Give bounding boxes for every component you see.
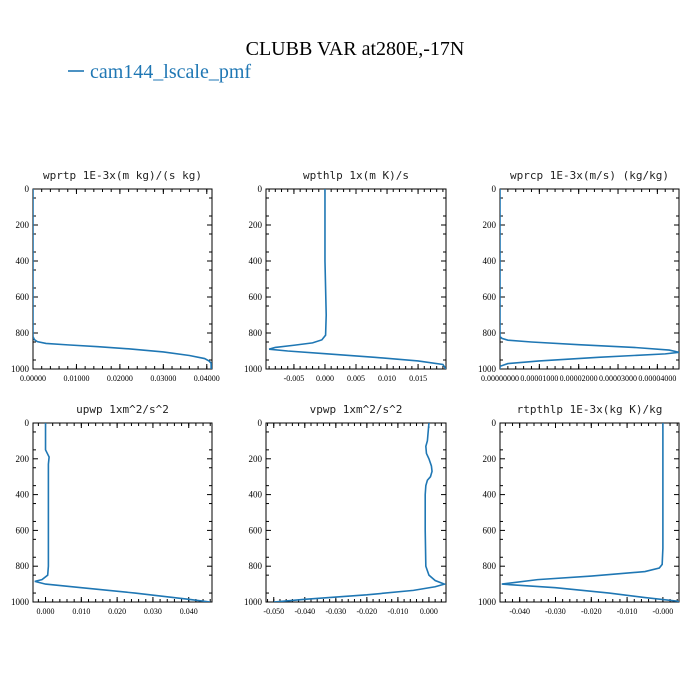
x-tick-label: 0.02000 (107, 374, 133, 383)
figure-title: CLUBB VAR at280E,-17N (246, 38, 465, 60)
panel-title: wprtp 1E-3x(m kg)/(s kg) (43, 169, 202, 182)
series-line (33, 189, 212, 369)
y-tick-label: 800 (249, 561, 263, 571)
y-tick-label: 600 (483, 525, 497, 535)
x-tick-label: -0.030 (325, 607, 346, 616)
y-tick-label: 1000 (11, 364, 30, 374)
x-tick-label: 0.00003000 (599, 374, 637, 383)
y-tick-label: 800 (483, 561, 497, 571)
y-tick-label: 0 (258, 418, 263, 428)
panel-1: wprtp 1E-3x(m kg)/(s kg) 0 200 400 600 800 100… (11, 169, 220, 383)
x-tick-label: 0.00000000 (481, 374, 519, 383)
x-tick-label: 0.00000 (20, 374, 46, 383)
y-tick-label: 800 (249, 328, 263, 338)
panel-3: wprcp 1E-3x(m/s) (kg/kg) 0 200 400 600 800 100… (478, 169, 680, 383)
panel-title: rtpthlp 1E-3x(kg K)/kg (517, 403, 663, 416)
x-tick-label: 0.03000 (150, 374, 176, 383)
x-tick-label: -0.010 (388, 607, 409, 616)
panel-title: upwp 1xm^2/s^2 (76, 403, 169, 416)
y-tick-label: 200 (483, 454, 497, 464)
x-tick-label: -0.020 (357, 607, 378, 616)
x-tick-label: -0.000 (653, 607, 674, 616)
x-tick-label: 0.00004000 (638, 374, 676, 383)
x-tick-label: 0.015 (409, 374, 427, 383)
x-tick-label: 0.030 (144, 607, 162, 616)
x-tick-label: 0.040 (180, 607, 198, 616)
x-tick-label: 0.010 (72, 607, 90, 616)
series-line (273, 423, 446, 602)
y-tick-label: 800 (16, 561, 30, 571)
panel-frame (32, 188, 213, 370)
x-tick-label: 0.01000 (63, 374, 89, 383)
panel-frame (499, 422, 680, 603)
y-tick-label: 200 (249, 220, 263, 230)
panel-frame (265, 422, 447, 603)
y-tick-label: 200 (16, 220, 30, 230)
y-tick-label: 800 (483, 328, 497, 338)
y-tick-label: 400 (483, 490, 497, 500)
y-tick-label: 600 (16, 292, 30, 302)
x-tick-label: 0.00002000 (560, 374, 598, 383)
panel-title: wprcp 1E-3x(m/s) (kg/kg) (510, 169, 669, 182)
y-tick-label: 1000 (244, 364, 263, 374)
y-tick-label: 0 (492, 184, 497, 194)
y-tick-label: 400 (16, 490, 30, 500)
x-tick-label: 0.020 (108, 607, 126, 616)
y-tick-label: 0 (25, 418, 30, 428)
y-tick-label: 0 (492, 418, 497, 428)
panel-4: upwp 1xm^2/s^2 0 200 400 600 800 1000 0.000 0.01… (11, 403, 213, 616)
y-tick-label: 400 (483, 256, 497, 266)
y-tick-label: 200 (16, 454, 30, 464)
y-tick-label: 800 (16, 328, 30, 338)
x-tick-label: 0.005 (347, 374, 365, 383)
x-tick-label: 0.000 (37, 607, 55, 616)
y-tick-label: 600 (16, 525, 30, 535)
panel-6: rtpthlp 1E-3x(kg K)/kg 0 200 400 600 800 1000 -… (478, 403, 680, 616)
y-tick-label: 400 (249, 256, 263, 266)
x-tick-label: 0.010 (378, 374, 396, 383)
panel-5: vpwp 1xm^2/s^2 0 200 400 600 800 1000-0.050 -0.… (244, 403, 447, 616)
panels-container: wprtp 1E-3x(m kg)/(s kg) 0 200 400 600 800 100… (11, 169, 680, 616)
panel-frame (32, 422, 213, 603)
series-line (268, 189, 446, 369)
x-tick-label: 0.04000 (194, 374, 220, 383)
y-tick-label: 400 (249, 490, 263, 500)
panel-2: wpthlp 1x(m K)/s 0 200 400 600 800 1000 -0.005 0… (244, 169, 447, 383)
y-tick-label: 0 (258, 184, 263, 194)
x-tick-label: -0.030 (545, 607, 566, 616)
x-tick-label: -0.040 (509, 607, 530, 616)
y-tick-label: 1000 (244, 597, 263, 607)
y-tick-label: 200 (249, 454, 263, 464)
x-tick-label: 0.000 (420, 607, 438, 616)
y-tick-label: 0 (25, 184, 30, 194)
panel-title: wpthlp 1x(m K)/s (303, 169, 409, 182)
x-tick-label: -0.020 (581, 607, 602, 616)
series-line (34, 423, 211, 602)
y-tick-label: 1000 (11, 597, 30, 607)
figure-legend: cam144_lscale_pmf (68, 61, 251, 83)
y-tick-label: 600 (483, 292, 497, 302)
y-tick-label: 1000 (478, 364, 497, 374)
x-tick-label: -0.050 (263, 607, 284, 616)
x-tick-label: -0.010 (617, 607, 638, 616)
x-tick-label: 0.00001000 (520, 374, 558, 383)
y-tick-label: 600 (249, 525, 263, 535)
x-tick-label: 0.000 (316, 374, 334, 383)
legend-label: cam144_lscale_pmf (90, 61, 251, 83)
series-line (501, 423, 679, 602)
series-line (500, 189, 679, 369)
x-tick-label: -0.005 (284, 374, 305, 383)
y-tick-label: 200 (483, 220, 497, 230)
y-tick-label: 1000 (478, 597, 497, 607)
x-tick-label: -0.040 (294, 607, 315, 616)
panel-frame (265, 188, 447, 370)
y-tick-label: 600 (249, 292, 263, 302)
panel-title: vpwp 1xm^2/s^2 (310, 403, 403, 416)
y-tick-label: 400 (16, 256, 30, 266)
